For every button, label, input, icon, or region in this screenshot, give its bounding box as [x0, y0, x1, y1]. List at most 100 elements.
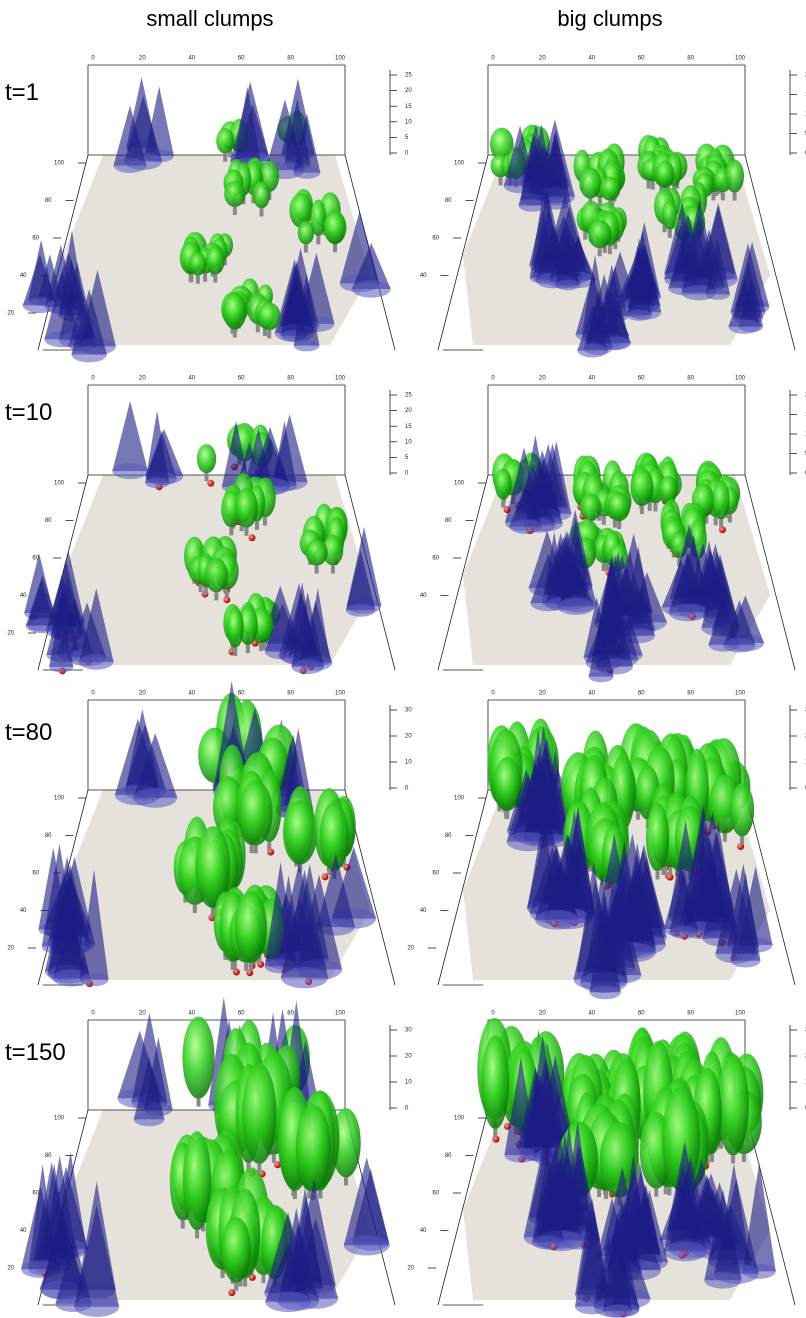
stem — [261, 1275, 265, 1283]
stem — [272, 1155, 276, 1163]
y-tick-label: 40 — [420, 593, 427, 599]
stem — [654, 1189, 658, 1197]
cone-base — [577, 344, 607, 358]
x-tick-label: 20 — [139, 376, 146, 382]
crown — [495, 468, 512, 499]
cone-base — [145, 477, 169, 488]
crown — [717, 1054, 749, 1156]
x-tick-label: 80 — [287, 1011, 294, 1017]
x-tick-label: 80 — [687, 56, 694, 62]
crown — [306, 539, 328, 565]
x-tick-label: 0 — [491, 376, 495, 382]
x-tick-label: 60 — [238, 56, 245, 62]
x-tick-label: 0 — [91, 691, 95, 697]
y-tick-label: 100 — [54, 481, 65, 487]
crown — [235, 891, 267, 963]
stem — [244, 528, 248, 536]
crown — [588, 220, 612, 248]
y-tick-label: 20 — [7, 311, 14, 317]
stem — [613, 520, 617, 528]
stem — [233, 648, 237, 656]
crown — [296, 1105, 331, 1192]
y-tick-label: 100 — [454, 796, 465, 802]
cone-base — [133, 788, 177, 808]
row-label: t=150 — [5, 1039, 66, 1066]
cone-base — [344, 1235, 390, 1256]
stem — [199, 584, 203, 592]
panel: 020406080100100806040203020100 — [7, 681, 412, 988]
x-tick-label: 40 — [588, 691, 595, 697]
stem — [259, 208, 263, 216]
stem — [223, 154, 227, 162]
stem — [598, 248, 602, 256]
column-header: small clumps — [146, 6, 273, 31]
stem — [723, 834, 727, 842]
y-tick-label: 20 — [7, 631, 14, 637]
stem — [647, 181, 651, 189]
y-tick-label: 40 — [20, 273, 27, 279]
x-tick-label: 40 — [188, 691, 195, 697]
stem — [731, 1156, 735, 1164]
cone-base — [663, 1242, 707, 1262]
stem — [331, 565, 335, 573]
x-tick-label: 0 — [491, 56, 495, 62]
y-tick-label: 40 — [20, 1228, 27, 1234]
x-tick-label: 0 — [491, 1011, 495, 1017]
x-tick-label: 20 — [539, 1011, 546, 1017]
stem — [617, 521, 621, 529]
panel: 020406080100100806040203020100 — [407, 691, 806, 1000]
stem — [712, 192, 716, 200]
y-tick-label: 80 — [45, 1153, 52, 1159]
cone-base — [293, 167, 320, 179]
stem — [668, 867, 672, 875]
z-tick-label: 30 — [405, 708, 412, 714]
stem — [316, 236, 320, 244]
stem — [740, 836, 744, 844]
y-tick-label: 60 — [432, 556, 439, 562]
x-tick-label: 60 — [638, 1011, 645, 1017]
z-tick-label: 10 — [405, 439, 412, 445]
stem — [636, 812, 640, 820]
cone — [112, 401, 148, 471]
cone-base — [589, 671, 614, 682]
stem — [667, 1187, 671, 1195]
cone-base — [557, 598, 594, 615]
stem — [710, 1154, 714, 1162]
stem — [501, 500, 505, 508]
crown — [182, 1017, 214, 1099]
z-tick-label: 25 — [405, 73, 412, 79]
y-tick-label: 20 — [407, 946, 414, 952]
x-tick-label: 20 — [539, 56, 546, 62]
crown — [725, 160, 744, 193]
cone-base — [504, 1148, 537, 1163]
cone-base — [49, 661, 73, 672]
stem — [181, 1221, 185, 1229]
cone-base — [112, 463, 148, 479]
z-tick-label: 10 — [405, 119, 412, 125]
x-tick-label: 60 — [638, 56, 645, 62]
y-tick-label: 40 — [20, 908, 27, 914]
stem — [656, 871, 660, 879]
stem — [304, 245, 308, 253]
stem — [668, 230, 672, 238]
stem — [254, 845, 258, 853]
crown — [253, 181, 270, 208]
crown — [298, 221, 314, 245]
x-tick-label: 100 — [735, 56, 746, 62]
stem — [255, 522, 259, 530]
stem — [243, 1279, 247, 1287]
stem — [204, 587, 208, 595]
y-tick-label: 60 — [432, 1191, 439, 1197]
x-tick-label: 40 — [588, 56, 595, 62]
z-tick-label: 0 — [405, 786, 409, 792]
y-tick-label: 60 — [32, 871, 39, 877]
x-tick-label: 100 — [735, 1011, 746, 1017]
x-tick-label: 60 — [638, 691, 645, 697]
x-tick-label: 60 — [238, 1011, 245, 1017]
cone-base — [265, 1291, 311, 1312]
crown — [580, 494, 601, 521]
cone-base — [627, 310, 652, 321]
stem — [246, 645, 250, 653]
